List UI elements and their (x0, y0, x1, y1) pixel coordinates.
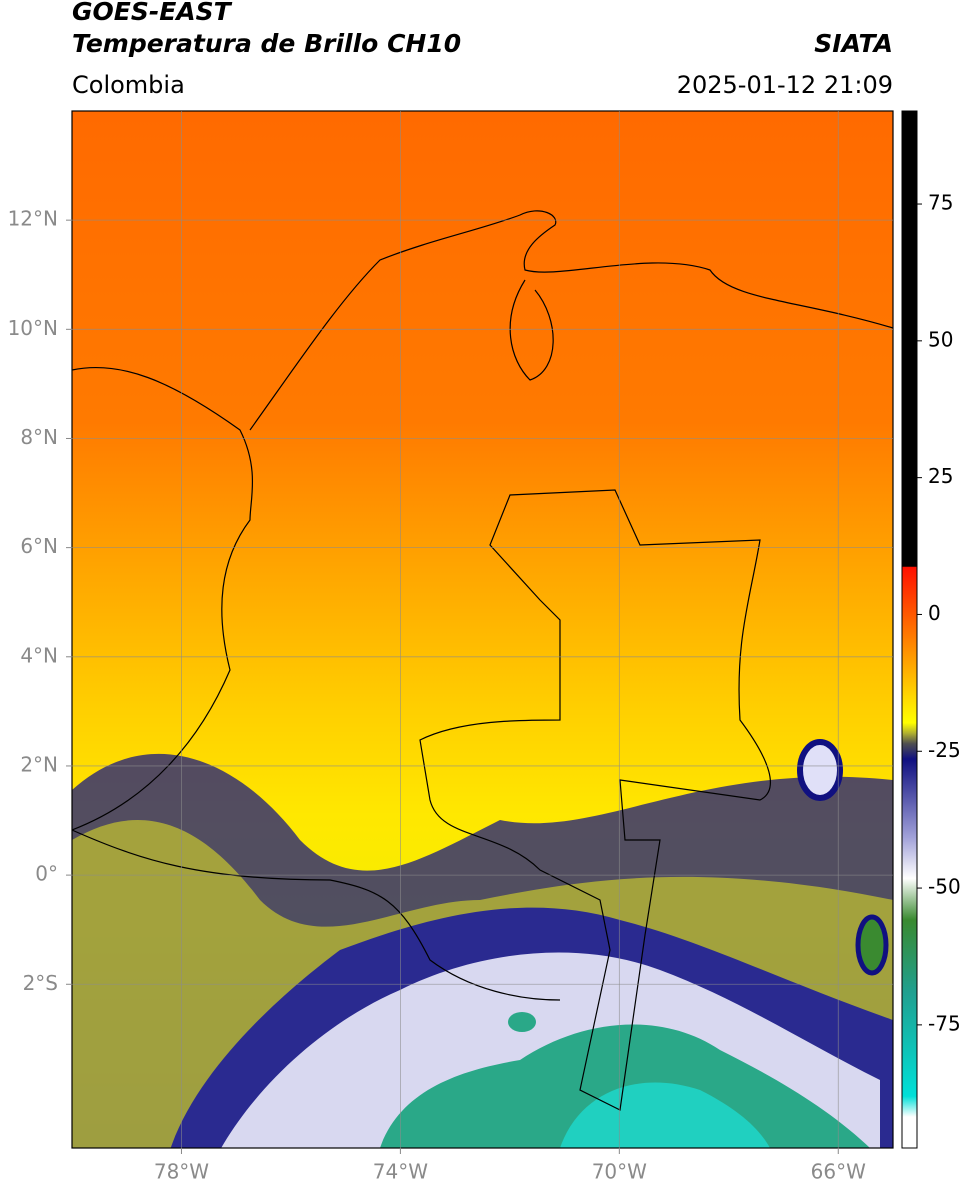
lat-tick-label: 0° (35, 862, 58, 886)
colorbar-tick-label: 25 (928, 464, 953, 488)
colorbar-tick-label: 50 (928, 327, 953, 351)
lat-tick-label: 4°N (20, 643, 58, 667)
colorbar-tick-label: 0 (928, 601, 941, 625)
map-image (72, 111, 893, 1148)
source: SIATA (814, 29, 893, 58)
map-frame (71, 110, 894, 1149)
timestamp: 2025-01-12 21:09 (677, 71, 893, 99)
lat-tick-label: 6°N (20, 534, 58, 558)
colorbar (901, 110, 918, 1149)
lat-tick-label: 8°N (20, 425, 58, 449)
colorbar-tick-label: -50 (928, 875, 961, 899)
lat-tick-label: 12°N (8, 207, 58, 231)
title-line1: GOES-EAST (72, 0, 233, 26)
lon-tick-label: 70°W (592, 1160, 647, 1184)
lon-tick-label: 78°W (154, 1160, 209, 1184)
lat-tick-label: 2°S (23, 971, 58, 995)
title-line2: Temperatura de Brillo CH10 (72, 29, 461, 58)
colorbar-tick-label: -25 (928, 738, 961, 762)
region: Colombia (72, 71, 185, 99)
lat-tick-label: 10°N (8, 316, 58, 340)
colorbar-tick-label: 75 (928, 191, 953, 215)
colorbar-tick-label: -75 (928, 1011, 961, 1035)
lat-tick-label: 2°N (20, 752, 58, 776)
lon-tick-label: 66°W (811, 1160, 866, 1184)
lon-tick-label: 74°W (373, 1160, 428, 1184)
